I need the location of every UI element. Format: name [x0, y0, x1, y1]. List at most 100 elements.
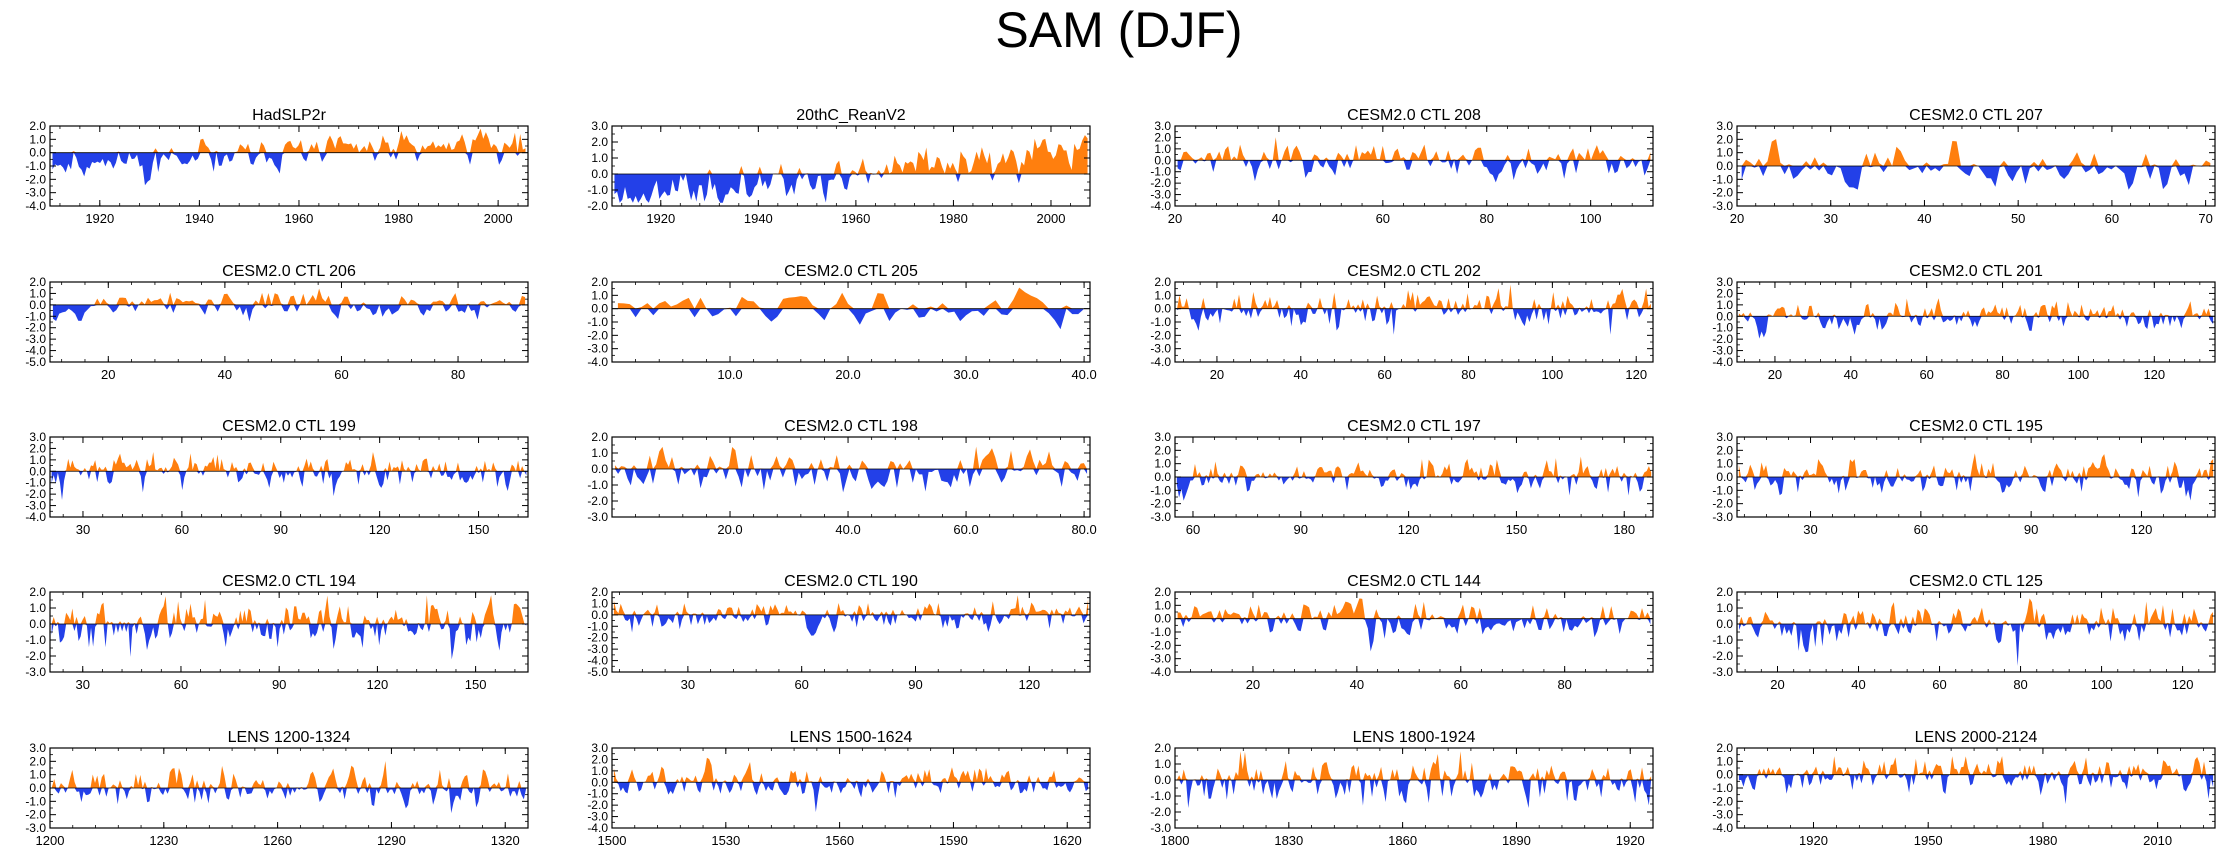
x-tick-label: 1530	[711, 833, 740, 848]
plot-frame	[49, 436, 529, 518]
x-tick-label: 60	[1377, 367, 1391, 382]
y-tick-label: 1.0	[1716, 457, 1733, 471]
y-tick-label: 1.0	[29, 286, 46, 300]
x-tick-label: 60.0	[953, 522, 978, 537]
panel-title: CESM2.0 CTL 208	[1347, 107, 1481, 124]
x-tick-label: 2000	[1037, 211, 1066, 226]
x-tick-label: 40	[1844, 367, 1858, 382]
x-tick-label: 120	[2172, 677, 2194, 692]
negative-area	[1177, 308, 1651, 335]
y-tick-label: -3.0	[1712, 199, 1733, 213]
y-tick-label: -2.0	[1150, 176, 1171, 190]
plot-frame	[611, 436, 1091, 518]
x-tick-label: 1980	[384, 211, 413, 226]
x-tick-label: 1920	[646, 211, 675, 226]
y-tick-label: -4.0	[25, 344, 46, 358]
y-tick-label: -1.0	[587, 315, 608, 329]
y-tick-label: 0.0	[1154, 470, 1171, 484]
y-tick-label: 0.0	[29, 781, 46, 795]
positive-area	[1177, 284, 1651, 309]
x-tick-label: 1920	[1799, 833, 1828, 848]
y-tick-label: -1.0	[1712, 483, 1733, 497]
panel-title: CESM2.0 CTL 194	[222, 573, 356, 590]
y-tick-label: -2.0	[587, 631, 608, 645]
positive-area	[1738, 453, 2214, 477]
positive-area	[51, 451, 527, 472]
x-tick-label: 60	[334, 367, 348, 382]
y-tick-label: -4.0	[1150, 355, 1171, 369]
positive-area	[617, 287, 1085, 309]
y-tick-label: -1.0	[1150, 483, 1171, 497]
x-tick-label: 20	[1768, 367, 1782, 382]
y-tick-label: -2.0	[1150, 497, 1171, 511]
y-tick-label: -3.0	[587, 642, 608, 656]
panel-title: LENS 1800-1924	[1353, 729, 1476, 746]
negative-area	[1738, 477, 2214, 501]
x-tick-label: 90	[908, 677, 922, 692]
x-tick-label: 30	[681, 677, 695, 692]
x-tick-label: 1560	[825, 833, 854, 848]
y-tick-label: -2.0	[1712, 332, 1733, 346]
x-tick-label: 120	[1398, 522, 1420, 537]
y-tick-label: -3.0	[25, 186, 46, 200]
x-tick-label: 2010	[2143, 833, 2172, 848]
x-tick-label: 1320	[491, 833, 520, 848]
x-tick-label: 80	[1557, 677, 1571, 692]
y-tick-label: 0.0	[591, 167, 608, 181]
positive-area	[1176, 751, 1652, 780]
y-tick-label: 0.0	[29, 464, 46, 478]
positive-area	[1177, 137, 1651, 161]
panel-2: 20thC_ReanV2 3.0 2.0 1.0 0.0 -1.0 -2.0 1920 1940…	[587, 107, 1091, 226]
x-tick-label: 80	[1995, 367, 2009, 382]
y-tick-label: 1.0	[29, 601, 46, 615]
panel-6: CESM2.0 CTL 205 2.01.00.0-1.0-2.0-3.0-4.0…	[587, 263, 1096, 382]
panel-title: 20thC_ReanV2	[796, 107, 906, 124]
y-tick-label: -2.0	[1712, 794, 1733, 808]
y-tick-label: 1.0	[591, 288, 608, 302]
x-tick-label: 120	[367, 677, 389, 692]
y-tick-label: -4.0	[1712, 821, 1733, 835]
y-tick-label: -2.0	[25, 172, 46, 186]
panel-title: CESM2.0 CTL 198	[784, 418, 918, 435]
y-tick-label: 0.0	[591, 608, 608, 622]
y-tick-label: 2.0	[29, 275, 46, 289]
plot-frame	[611, 125, 1091, 207]
y-tick-label: -1.0	[1712, 172, 1733, 186]
x-tick-label: 150	[465, 677, 487, 692]
y-tick-label: -1.0	[1712, 633, 1733, 647]
x-tick-label: 1940	[185, 211, 214, 226]
x-tick-label: 1980	[939, 211, 968, 226]
panel-7: CESM2.0 CTL 202 2.01.00.0-1.0-2.0-3.0-4.0…	[1150, 263, 1654, 382]
y-tick-label: 1.0	[1154, 598, 1171, 612]
panel-title: CESM2.0 CTL 190	[784, 573, 918, 590]
positive-area	[52, 128, 526, 153]
y-tick-label: -4.0	[1712, 355, 1733, 369]
y-tick-label: 3.0	[591, 741, 608, 755]
negative-area	[1176, 780, 1652, 809]
x-tick-label: 20.0	[717, 522, 742, 537]
y-tick-label: -4.0	[25, 199, 46, 213]
y-tick-label: 2.0	[1154, 130, 1171, 144]
negative-area	[614, 174, 1088, 203]
y-tick-label: 2.0	[591, 135, 608, 149]
panel-5: CESM2.0 CTL 206 2.01.00.0-1.0-2.0-3.0-4.0…	[25, 263, 529, 382]
x-tick-label: 80	[451, 367, 465, 382]
y-tick-label: 3.0	[1154, 430, 1171, 444]
panel-15: CESM2.0 CTL 144 2.01.00.0-1.0-2.0-3.0-4.0…	[1150, 573, 1654, 692]
y-tick-label: -4.0	[587, 654, 608, 668]
positive-area	[1177, 598, 1651, 619]
panel-10: CESM2.0 CTL 198 2.0 1.0 0.0 -1.0 -2.0 -3.0 20.0…	[587, 418, 1096, 537]
y-tick-label: 2.0	[1154, 275, 1171, 289]
y-tick-label: -2.0	[25, 808, 46, 822]
negative-area	[1176, 477, 1652, 501]
y-tick-label: 1.0	[1154, 757, 1171, 771]
y-tick-label: -5.0	[25, 355, 46, 369]
y-tick-label: -2.0	[1150, 638, 1171, 652]
x-tick-label: 80	[1480, 211, 1494, 226]
panel-18: LENS 1500-1624 3.02.01.00.0-1.0-2.0-3.0-4…	[587, 729, 1091, 848]
x-tick-label: 60	[1919, 367, 1933, 382]
y-tick-label: -3.0	[587, 342, 608, 356]
x-tick-label: 10.0	[717, 367, 742, 382]
y-tick-label: 0.0	[29, 617, 46, 631]
y-tick-label: 1.0	[591, 446, 608, 460]
